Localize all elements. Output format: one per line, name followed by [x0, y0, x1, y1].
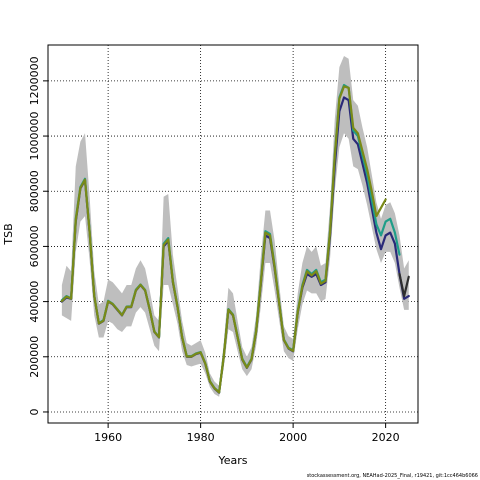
- y-tick-label: 800000: [28, 170, 41, 212]
- x-tick-label: 2020: [372, 431, 400, 444]
- y-tick-label: 1200000: [28, 56, 41, 105]
- series-line: [60, 96, 410, 394]
- confidence-band-area: [61, 56, 409, 397]
- x-axis: 1960 1980 2000 2020: [94, 423, 400, 444]
- grid: [48, 45, 418, 423]
- x-tick-label: 2000: [279, 431, 307, 444]
- y-tick-label: 0: [28, 408, 41, 415]
- y-axis-title: TSB: [2, 223, 15, 245]
- y-tick-label: 200000: [28, 336, 41, 378]
- y-tick-label: 600000: [28, 225, 41, 267]
- series-line: [60, 85, 387, 394]
- series-lines: [60, 83, 410, 394]
- footer-credit: stockassessment.org, NEAHad-2025_Final, …: [306, 473, 478, 479]
- y-tick-label: 400000: [28, 281, 41, 323]
- y-tick-label: 1000000: [28, 112, 41, 161]
- plot-frame: [47, 44, 419, 424]
- x-tick-label: 1960: [94, 431, 122, 444]
- series-line: [398, 272, 410, 298]
- x-tick-label: 1980: [187, 431, 215, 444]
- confidence-band: [61, 56, 409, 397]
- x-axis-title: Years: [217, 454, 247, 467]
- y-axis: 0 200000 400000 600000 800000 1000000 1200000: [28, 56, 48, 415]
